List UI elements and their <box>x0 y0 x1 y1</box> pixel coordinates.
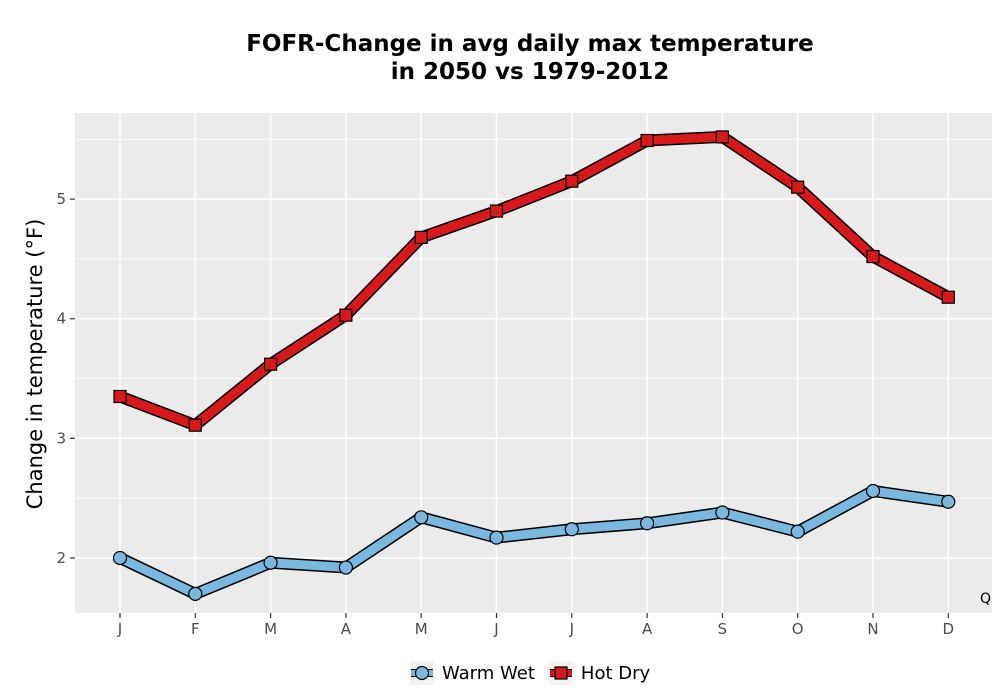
data-point <box>489 204 504 218</box>
data-point <box>339 308 353 322</box>
legend-label: Hot Dry <box>580 662 651 684</box>
data-point <box>112 550 128 566</box>
legend-key-marker <box>554 666 568 680</box>
y-axis-title: Change in temperature (°F) <box>23 219 47 510</box>
data-point <box>866 249 880 264</box>
y-tick-label: 5 <box>56 190 66 208</box>
data-point <box>414 510 429 525</box>
y-tick-label: 3 <box>56 429 66 447</box>
data-point <box>941 290 955 304</box>
data-point <box>941 494 956 509</box>
data-point <box>264 357 278 371</box>
data-point <box>263 555 278 570</box>
series-line <box>115 486 953 599</box>
x-tick-label: M <box>264 620 277 638</box>
x-tick-label: N <box>867 620 878 638</box>
x-tick-label: D <box>943 620 955 638</box>
data-point <box>489 530 504 545</box>
legend-key-square-icon <box>548 661 573 685</box>
data-point <box>414 230 428 245</box>
x-tick-label: M <box>415 620 428 638</box>
x-tick-label: S <box>718 620 728 638</box>
x-tick-label: J <box>117 620 122 638</box>
legend-item: Warm Wet <box>410 661 535 685</box>
x-tick-label: A <box>642 620 653 638</box>
x-tick-label: F <box>191 620 200 638</box>
legend-item: Hot Dry <box>548 661 651 685</box>
y-tick-label: 2 <box>56 549 66 567</box>
chart-title-line2: in 2050 vs 1979-2012 <box>390 59 670 85</box>
x-tick-label: J <box>569 620 574 638</box>
grid-lines <box>75 113 992 613</box>
legend: Warm Wet Hot Dry <box>410 660 650 686</box>
data-point <box>790 524 805 539</box>
series-Warm Wet <box>112 483 956 601</box>
y-tick-label: 4 <box>56 310 66 328</box>
legend-key-marker <box>414 665 430 681</box>
series-Hot Dry <box>113 130 955 432</box>
series-line <box>115 132 953 430</box>
data-point <box>640 133 654 148</box>
data-point <box>188 586 203 601</box>
legend-label: Warm Wet <box>442 662 535 684</box>
data-point <box>564 522 579 537</box>
x-tick-label: O <box>792 620 804 638</box>
data-point <box>715 505 730 520</box>
data-point <box>715 130 730 144</box>
data-point <box>791 180 805 194</box>
data-point <box>565 174 579 188</box>
corner-label: Q <box>980 591 991 607</box>
axis-ticks: 2 3 4 5 J F M A M J J A S O N D <box>56 190 954 638</box>
series-layer <box>112 130 956 601</box>
data-point <box>113 389 127 404</box>
legend-key-circle-icon <box>410 661 434 685</box>
chart-title: FOFR-Change in avg daily max temperature… <box>0 30 1000 86</box>
data-point <box>865 483 881 499</box>
data-point <box>338 560 353 575</box>
x-tick-label: J <box>493 620 498 638</box>
chart-title-line1: FOFR-Change in avg daily max temperature <box>246 31 814 57</box>
x-tick-label: A <box>341 620 352 638</box>
data-point <box>188 418 202 432</box>
data-point <box>639 516 655 531</box>
